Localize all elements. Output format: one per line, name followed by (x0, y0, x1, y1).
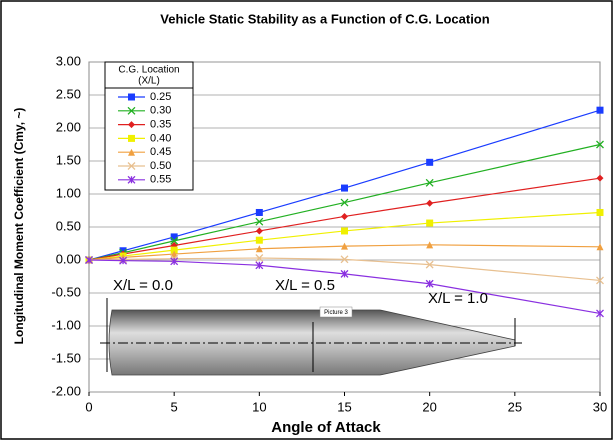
y-tick-label: -1.50 (51, 350, 81, 365)
legend-label: 0.40 (150, 132, 171, 144)
legend-label: 0.50 (150, 160, 171, 172)
marker (341, 227, 348, 234)
annotation: X/L = 0.0 (113, 277, 173, 294)
legend-label: 0.30 (150, 105, 171, 117)
marker (597, 107, 604, 114)
marker (426, 220, 433, 227)
marker (256, 209, 263, 216)
legend-label: 0.25 (150, 91, 171, 103)
legend-label: 0.35 (150, 119, 171, 131)
chart-title: Vehicle Static Stability as a Function o… (160, 11, 489, 26)
y-tick-label: -0.50 (51, 284, 81, 299)
marker (128, 94, 135, 101)
y-axis-label: Longitudinal Moment Coefficient (Cmy, ~) (12, 108, 26, 345)
annotation: X/L = 0.5 (275, 277, 335, 294)
marker (597, 209, 604, 216)
marker (256, 237, 263, 244)
y-tick-label: 1.50 (56, 152, 81, 167)
chart: Vehicle Static Stability as a Function o… (0, 0, 613, 440)
x-tick-label: 20 (422, 399, 436, 414)
x-axis-label: Angle of Attack (271, 419, 381, 436)
y-tick-label: 2.00 (56, 119, 81, 134)
y-tick-label: 1.00 (56, 185, 81, 200)
x-tick-label: 5 (171, 399, 178, 414)
legend-title: C.G. Location (118, 65, 179, 76)
y-tick-label: -1.00 (51, 317, 81, 332)
legend-label: 0.55 (150, 174, 171, 186)
y-tick-label: 0.00 (56, 251, 81, 266)
y-tick-label: 0.50 (56, 218, 81, 233)
x-tick-label: 30 (593, 399, 607, 414)
legend-label: 0.45 (150, 146, 171, 158)
annotation: Picture 3 (324, 310, 348, 316)
x-tick-label: 15 (337, 399, 351, 414)
y-tick-label: 2.50 (56, 86, 81, 101)
y-tick-label: 3.00 (56, 53, 81, 68)
annotation: X/L = 1.0 (428, 290, 488, 307)
x-tick-label: 25 (508, 399, 522, 414)
marker (128, 135, 135, 142)
marker (426, 159, 433, 166)
x-tick-label: 0 (85, 399, 92, 414)
y-tick-label: -2.00 (51, 383, 81, 398)
marker (341, 185, 348, 192)
marker (171, 233, 178, 240)
legend-title: (X/L) (138, 76, 160, 87)
x-tick-label: 10 (252, 399, 266, 414)
